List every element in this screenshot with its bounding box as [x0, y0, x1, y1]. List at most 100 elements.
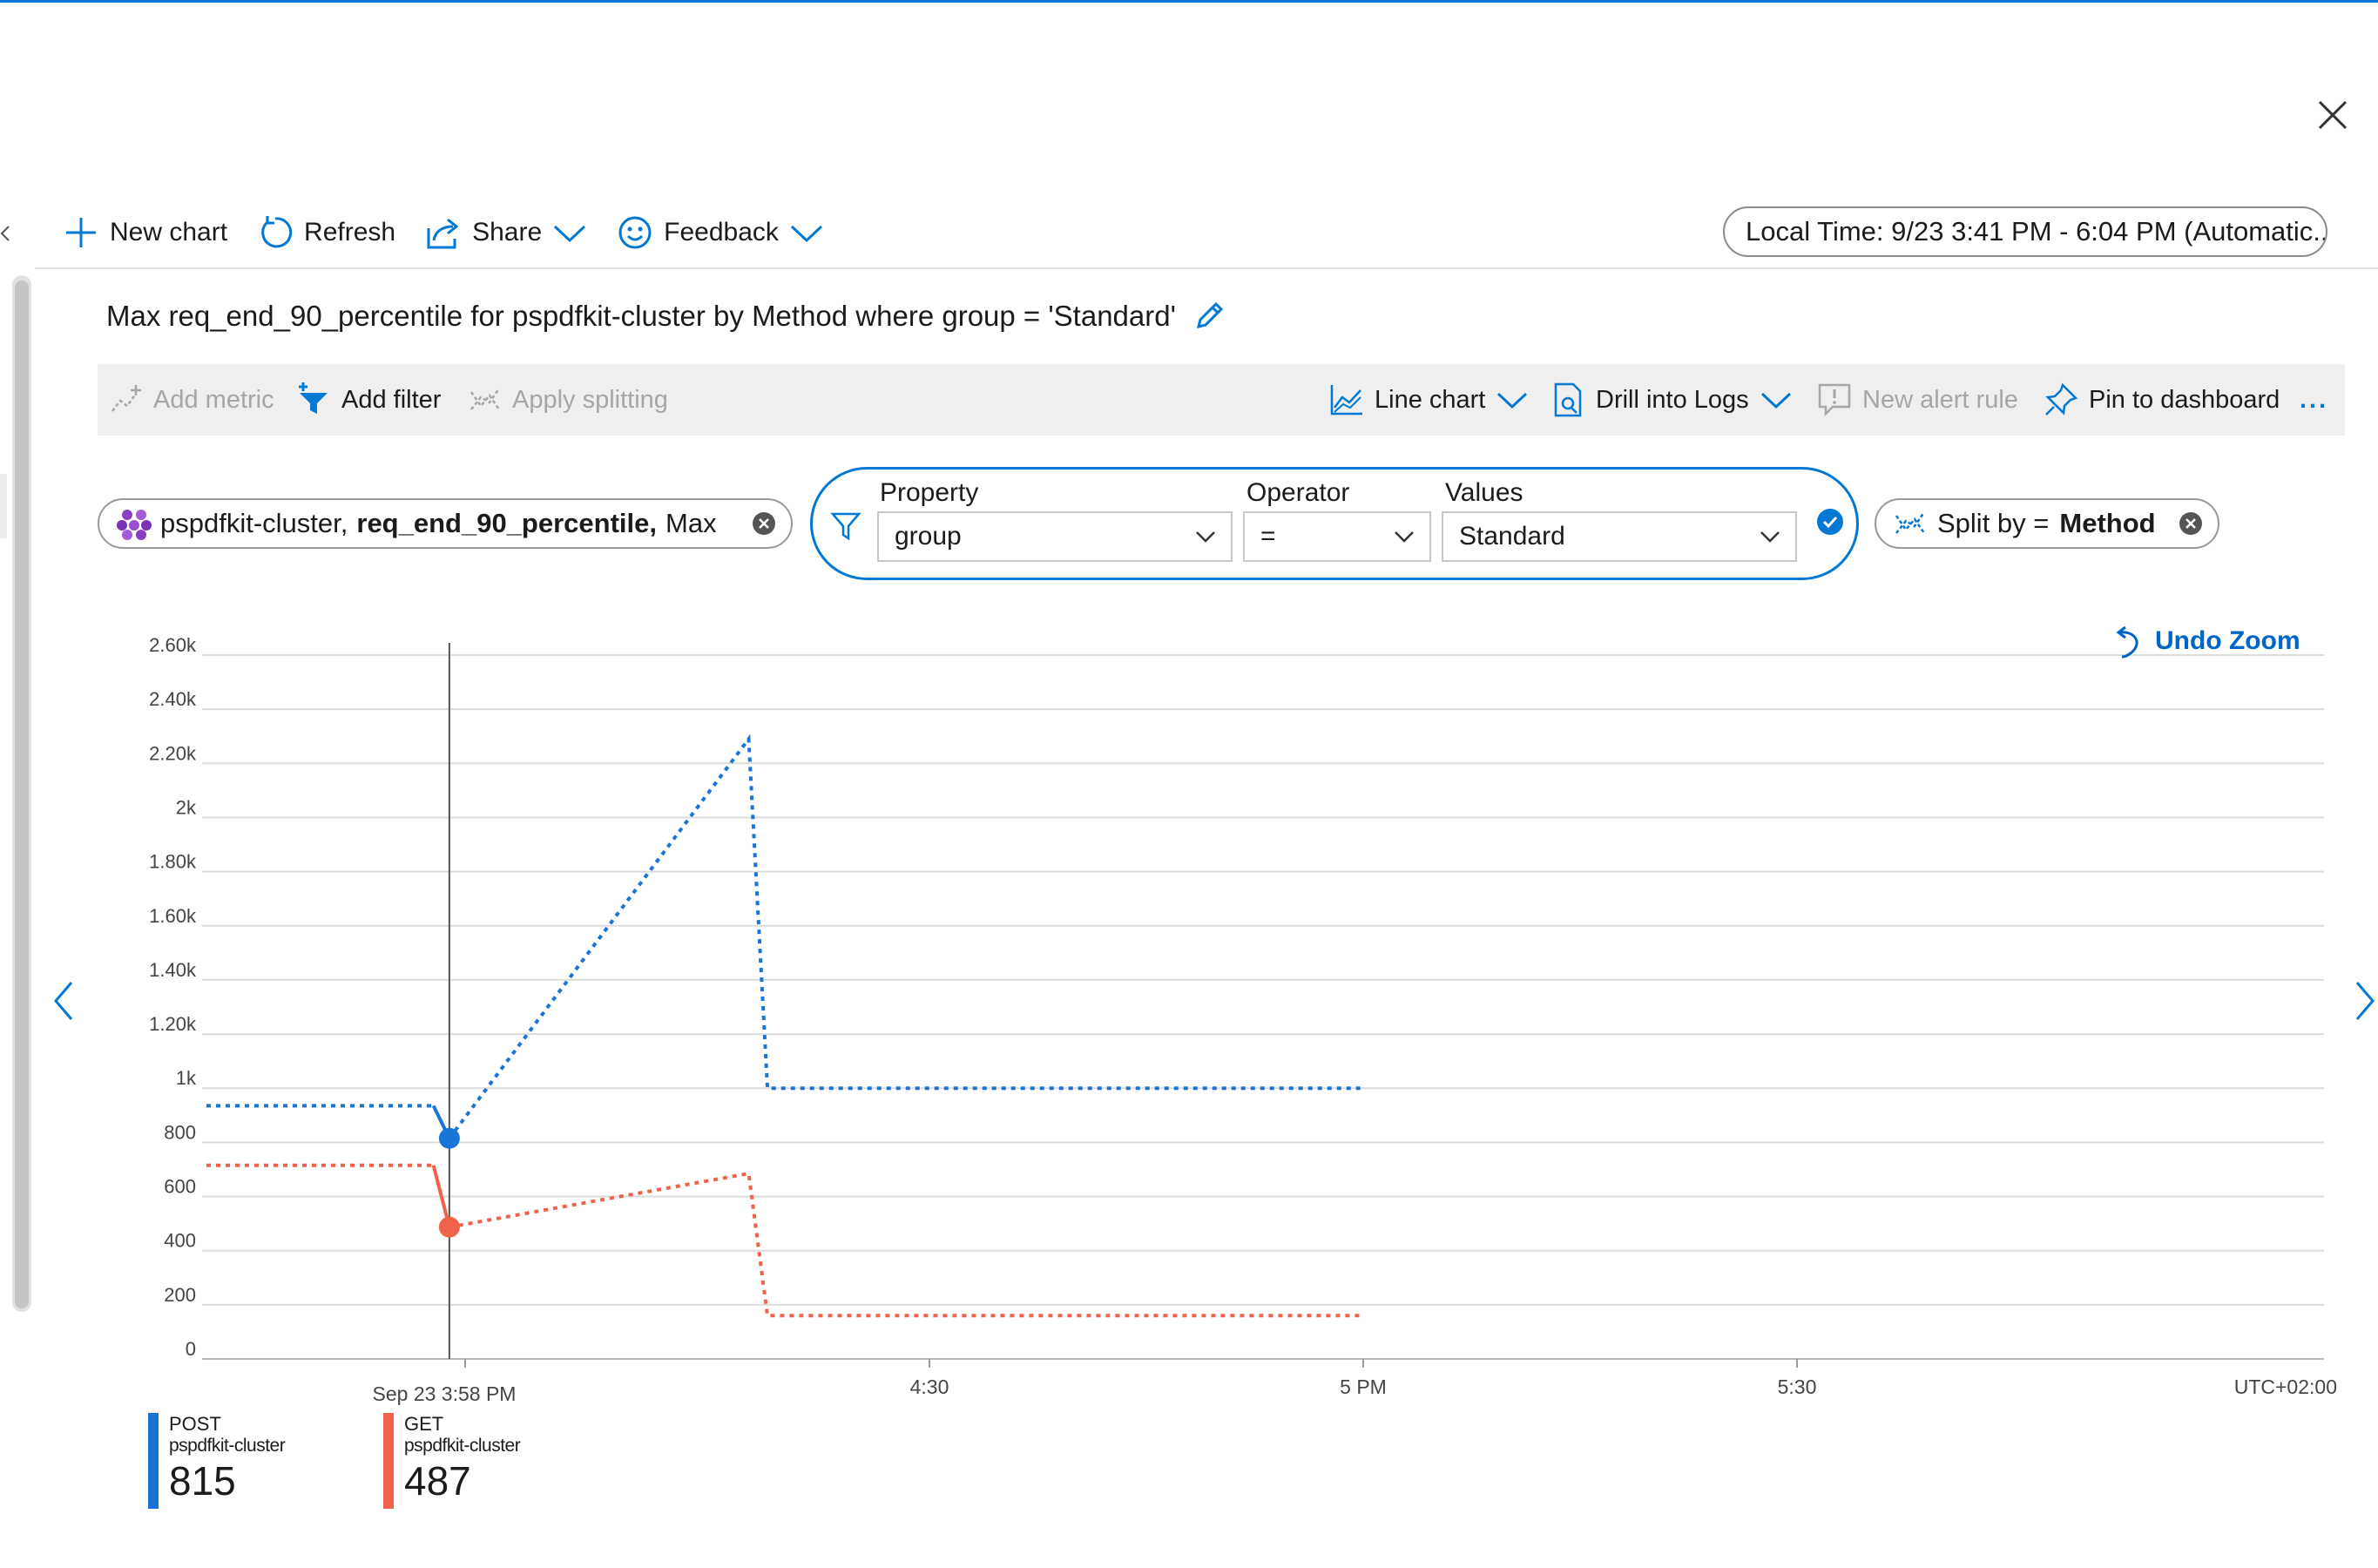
toolbar: New chart Refresh Share Feedback [63, 202, 824, 263]
chevron-down-icon [1760, 392, 1791, 409]
remove-metric-icon[interactable] [751, 510, 777, 537]
x-tick-label: 5 PM [1340, 1375, 1387, 1398]
splitting-icon [470, 388, 501, 410]
operator-select[interactable]: = [1243, 511, 1431, 562]
series-point-get [438, 1216, 460, 1238]
chevron-down-icon [554, 225, 586, 243]
line-chart-dropdown[interactable]: Line chart [1329, 364, 1529, 436]
undo-zoom-button[interactable]: Undo Zoom [2115, 624, 2300, 659]
add-metric-button[interactable]: Add metric [110, 364, 274, 436]
split-prefix: Split by = [1937, 508, 2050, 538]
pencil-icon[interactable] [1192, 299, 1226, 334]
y-tick-label: 2k [176, 796, 197, 818]
cluster-icon [117, 510, 152, 540]
legend-item-get[interactable]: GET pspdfkit-cluster 487 [383, 1413, 521, 1509]
y-tick-label: 600 [164, 1176, 196, 1198]
y-tick-label: 0 [186, 1338, 196, 1360]
split-by-pill[interactable]: Split by = Method [1875, 498, 2219, 549]
feedback-label: Feedback [664, 218, 779, 247]
filter-editor: Property group Operator = Values Standar… [810, 467, 1859, 580]
values-value: Standard [1459, 522, 1565, 551]
plus-icon [66, 218, 96, 247]
refresh-button[interactable]: Refresh [257, 214, 395, 251]
alert-icon [1818, 383, 1851, 417]
chevron-down-icon [1395, 531, 1414, 543]
share-icon [427, 218, 459, 249]
share-button[interactable]: Share [425, 214, 587, 251]
cursor-time-label: Sep 23 3:58 PM [373, 1382, 517, 1405]
y-tick-label: 1.40k [149, 959, 197, 981]
series-point-post [438, 1127, 460, 1149]
drill-into-logs-dropdown[interactable]: Drill into Logs [1552, 364, 1793, 436]
feedback-button[interactable]: Feedback [617, 214, 824, 251]
y-tick-label: 2.60k [149, 634, 197, 656]
legend-color-bar [148, 1413, 159, 1509]
new-chart-button[interactable]: New chart [63, 214, 227, 251]
new-alert-rule-button[interactable]: New alert rule [1817, 364, 2018, 436]
operator-label: Operator [1246, 478, 1350, 507]
metric-name: req_end_90_percentile, [356, 508, 657, 538]
y-tick-label: 2.20k [149, 742, 197, 764]
add-metric-icon [111, 385, 141, 412]
series-line-get [449, 1171, 1363, 1318]
chart-title: Max req_end_90_percentile for pspdfkit-c… [106, 299, 1226, 334]
apply-splitting-label: Apply splitting [512, 385, 668, 414]
remove-split-icon[interactable] [2178, 510, 2204, 537]
time-range-picker[interactable]: Local Time: 9/23 3:41 PM - 6:04 PM (Auto… [1723, 206, 2327, 257]
vertical-scrollbar-thumb[interactable] [15, 280, 29, 1308]
confirm-check-icon[interactable] [1816, 508, 1844, 536]
metric-pill[interactable]: pspdfkit-cluster, req_end_90_percentile,… [98, 498, 793, 549]
side-panel-edge [0, 474, 7, 538]
add-filter-label: Add filter [341, 385, 442, 414]
apply-splitting-button[interactable]: Apply splitting [469, 364, 668, 436]
more-actions-button[interactable]: ... [2300, 385, 2329, 414]
values-select[interactable]: Standard [1442, 511, 1797, 562]
toolbar-divider [35, 267, 2378, 269]
add-filter-button[interactable]: Add filter [296, 364, 441, 436]
new-alert-rule-label: New alert rule [1862, 385, 2018, 414]
close-icon[interactable] [2312, 94, 2354, 136]
y-tick-label: 1k [176, 1067, 197, 1089]
metric-resource: pspdfkit-cluster, [160, 508, 348, 538]
legend-series-value: 815 [169, 1458, 236, 1504]
metric-actions-bar: Add metric Add filter Apply splitting Li… [98, 364, 2345, 436]
timezone-label: UTC+02:00 [2234, 1375, 2337, 1398]
pin-to-dashboard-button[interactable]: Pin to dashboard [2044, 364, 2280, 436]
refresh-icon [261, 216, 293, 248]
values-label: Values [1445, 478, 1523, 507]
undo-zoom-label: Undo Zoom [2155, 626, 2300, 655]
split-icon [1895, 511, 1926, 534]
split-value: Method [2059, 508, 2156, 538]
chevron-down-icon [1196, 531, 1215, 543]
collapse-chevron-icon[interactable] [0, 225, 12, 242]
legend-item-post[interactable]: POST pspdfkit-cluster 815 [148, 1413, 286, 1509]
series-line-get [431, 1165, 451, 1228]
metric-aggregation: Max [665, 508, 717, 538]
chevron-right-icon[interactable] [2352, 979, 2378, 1023]
undo-icon [2116, 625, 2138, 659]
pin-icon [2045, 382, 2078, 416]
property-select[interactable]: group [877, 511, 1233, 562]
logs-icon [1554, 382, 1582, 417]
y-tick-label: 2.40k [149, 688, 197, 710]
x-tick-label: 5:30 [1778, 1375, 1817, 1398]
filter-add-icon [299, 382, 328, 414]
line-chart-label: Line chart [1375, 385, 1486, 414]
chevron-left-icon[interactable] [51, 979, 77, 1023]
legend-series-name: POST [169, 1413, 221, 1435]
legend-color-bar [383, 1413, 394, 1509]
smiley-icon [618, 216, 652, 249]
filter-icon [830, 512, 861, 541]
chart-title-text: Max req_end_90_percentile for pspdfkit-c… [106, 300, 1176, 332]
refresh-label: Refresh [304, 218, 396, 247]
series-line-post [448, 733, 1363, 1139]
y-tick-label: 200 [164, 1284, 196, 1306]
new-chart-label: New chart [110, 218, 228, 247]
legend-series-resource: pspdfkit-cluster [169, 1436, 286, 1456]
property-value: group [895, 522, 962, 551]
share-label: Share [472, 218, 543, 247]
legend-series-value: 487 [404, 1458, 471, 1504]
y-tick-label: 1.60k [149, 905, 197, 927]
add-metric-label: Add metric [153, 385, 274, 414]
